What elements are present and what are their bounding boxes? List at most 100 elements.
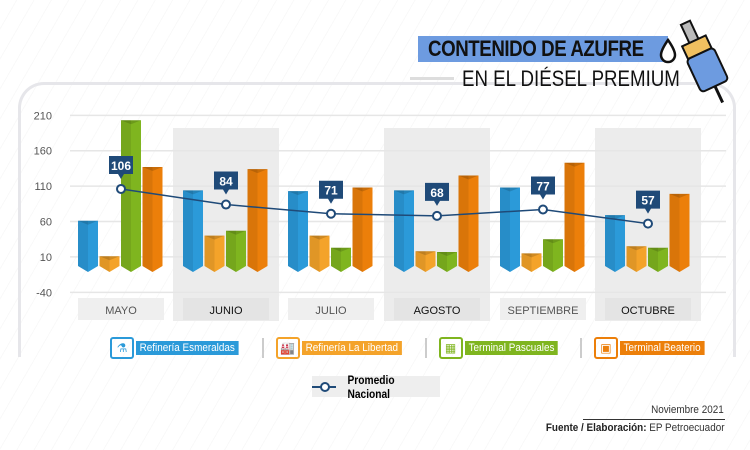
month-label: MAYO	[105, 305, 137, 317]
legend-item: ⚗ Refinería Esmeraldas	[110, 337, 250, 359]
title-highlight	[418, 36, 668, 62]
y-tick-label: 60	[40, 217, 52, 229]
line-point	[538, 204, 548, 215]
bar-shade	[543, 239, 553, 272]
data-label: 71	[324, 184, 338, 198]
bar-top	[78, 220, 98, 225]
y-tick-label: 210	[34, 110, 52, 122]
line-marker-icon	[312, 381, 336, 392]
legend-item: ▣ Terminal Beaterio	[593, 337, 714, 359]
bar-top	[204, 235, 225, 240]
bar-shade	[247, 169, 258, 272]
bar	[564, 162, 585, 272]
bar-shade	[352, 187, 363, 272]
bar-shade	[521, 253, 532, 272]
y-tick-label: 110	[34, 181, 52, 193]
bar-top	[564, 162, 585, 167]
legend-item: ▦ Terminal Pascuales	[438, 337, 568, 359]
legend: ⚗ Refinería Esmeraldas 🏭 Refinería La Liber…	[110, 337, 714, 359]
data-label-bg	[109, 155, 133, 179]
y-tick-label: 10	[40, 252, 52, 264]
bar-top	[142, 167, 163, 172]
month-label-bg	[500, 298, 586, 320]
legend-item: 🏭 Refinería La Libertad	[275, 337, 413, 359]
bar	[78, 220, 98, 272]
legend-separator	[261, 338, 264, 358]
month-label: JULIO	[315, 305, 347, 317]
bar-top	[458, 175, 479, 180]
y-tick-label: 160	[34, 146, 52, 158]
bar-top	[309, 235, 330, 240]
fuel-nozzle-icon	[679, 19, 729, 104]
bar-shade	[648, 247, 658, 272]
bar	[669, 193, 690, 272]
data-label: 68	[430, 186, 444, 200]
bar-top	[669, 193, 690, 198]
bar-top	[626, 246, 647, 251]
bar	[183, 190, 203, 272]
source-label: Fuente / Elaboración:	[545, 422, 647, 434]
legend-separator	[579, 338, 582, 358]
bar-top	[183, 190, 203, 195]
line-point	[643, 218, 653, 229]
bar-shade	[183, 190, 193, 272]
bar-top	[605, 215, 625, 220]
bar-shade	[331, 247, 341, 272]
terminal-icon: ▦	[438, 337, 463, 359]
chart-frame	[18, 82, 736, 357]
bar	[309, 235, 330, 272]
bar-top	[648, 247, 668, 252]
bar	[626, 246, 647, 272]
title-line2: EN EL DIÉSEL PREMIUM	[462, 66, 680, 91]
month-label-bg	[605, 298, 691, 320]
bar	[204, 235, 225, 272]
bar-top	[521, 253, 542, 258]
line-point	[326, 208, 336, 219]
bar	[543, 239, 563, 272]
legend-label: Refinería La Libertad	[301, 341, 402, 355]
bar-shade	[78, 220, 88, 272]
bar	[605, 215, 625, 272]
bar	[331, 247, 351, 272]
bar-shade	[458, 175, 469, 272]
source-value: EP Petroecuador	[648, 422, 724, 434]
data-label: 77	[536, 179, 550, 193]
bar-shade	[564, 162, 575, 272]
footer-divider	[583, 419, 725, 420]
bar-shade	[121, 120, 131, 272]
line-point	[116, 183, 126, 194]
legend-separator	[424, 338, 427, 358]
month-label-bg	[288, 298, 374, 320]
bar-shade	[669, 193, 680, 272]
month-label-bg	[394, 298, 480, 320]
date: Noviembre 2021	[651, 404, 724, 416]
legend-label: Terminal Beaterio	[619, 341, 705, 355]
bar	[500, 187, 520, 272]
bar-top	[99, 256, 120, 261]
bar-top	[247, 169, 268, 174]
month-label: OCTUBRE	[621, 305, 675, 317]
bar	[437, 251, 457, 272]
data-label-bg	[214, 171, 238, 195]
bar	[415, 251, 436, 272]
bar-shade	[394, 190, 404, 272]
bar	[352, 187, 373, 272]
factory-icon: 🏭	[275, 337, 300, 359]
data-label: 57	[641, 194, 655, 208]
legend-label: Promedio Nacional	[347, 372, 395, 401]
month-label-bg	[78, 298, 164, 320]
drop-icon	[659, 37, 677, 64]
bar-top	[352, 187, 373, 192]
title-divider	[410, 77, 454, 80]
data-label-bg	[425, 182, 449, 206]
tank-icon: ▣	[593, 337, 618, 359]
data-label-bg	[531, 176, 555, 200]
bar-top	[226, 230, 246, 235]
bar-top	[415, 251, 436, 256]
bar-shade	[309, 235, 320, 272]
legend-label: Refinería Esmeraldas	[136, 341, 239, 355]
legend-label: Terminal Pascuales	[464, 341, 558, 355]
source: Fuente / Elaboración: EP Petroecuador	[545, 422, 724, 434]
bar-shade	[226, 230, 236, 272]
